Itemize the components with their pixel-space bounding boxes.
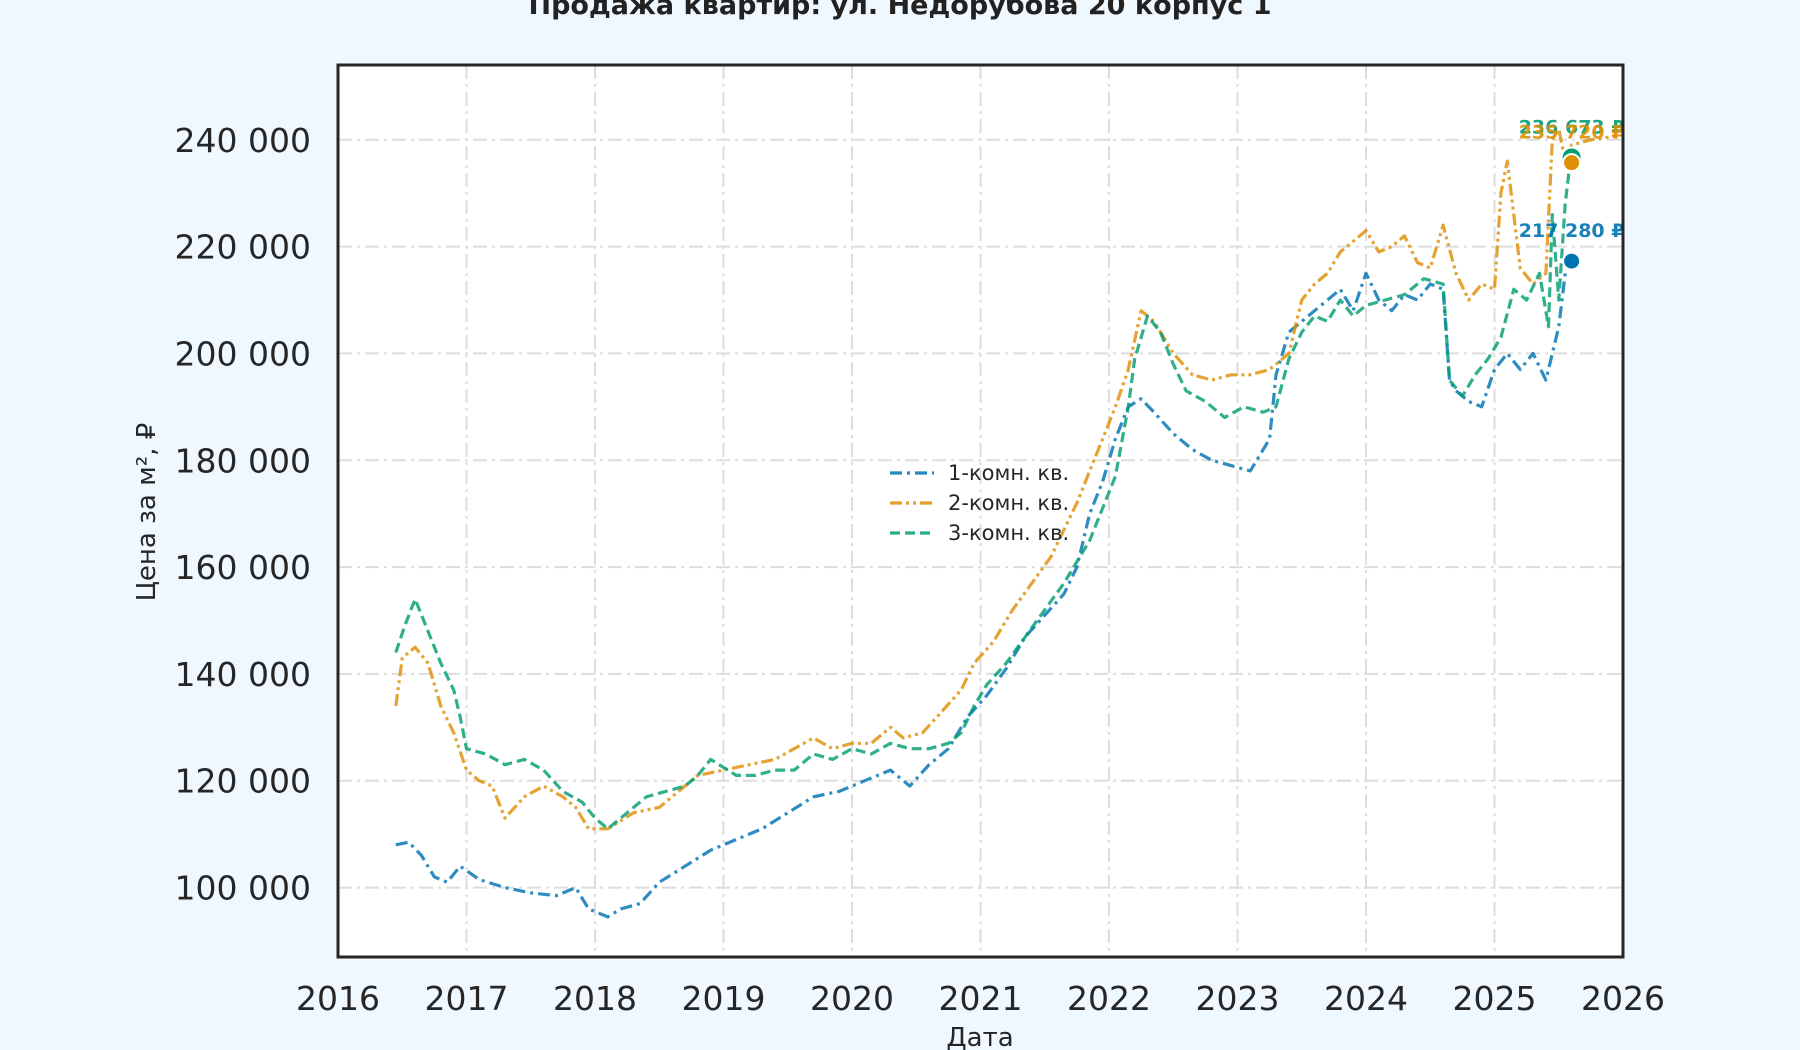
endpoint-marker xyxy=(1562,251,1582,271)
legend-label: 3-комн. кв. xyxy=(948,521,1069,545)
y-tick-label: 180 000 xyxy=(175,441,311,480)
y-axis-label: Цена за м², ₽ xyxy=(132,423,162,602)
chart-title: Продажа квартир: ул. Недорубова 20 корпу… xyxy=(529,0,1272,21)
endpoint-value-label: 236 673 ₽ xyxy=(1519,117,1625,139)
y-axis-ticks: 100 000 120 000 140 000 160 000 180 000 200 0… xyxy=(175,121,311,908)
series-lines xyxy=(394,127,1617,919)
x-tick-label: 2024 xyxy=(1324,979,1408,1018)
series-line-2 xyxy=(394,127,1617,831)
x-tick-label: 2018 xyxy=(553,979,637,1018)
x-tick-label: 2023 xyxy=(1196,979,1280,1018)
x-axis-ticks: 2016 2017 2018 2019 2020 2021 2022 2023 2024 2025… xyxy=(296,979,1665,1018)
y-tick-label: 160 000 xyxy=(175,548,311,587)
annotations: 236 673 ₽235 720 ₽ 217 280 ₽ xyxy=(1519,117,1625,271)
y-tick-label: 240 000 xyxy=(175,121,311,160)
x-tick-label: 2019 xyxy=(682,979,766,1018)
y-tick-label: 120 000 xyxy=(175,762,311,801)
legend-label: 2-комн. кв. xyxy=(948,491,1069,515)
x-tick-label: 2016 xyxy=(296,979,380,1018)
x-tick-label: 2021 xyxy=(939,979,1023,1018)
y-tick-label: 200 000 xyxy=(175,334,311,373)
y-tick-label: 220 000 xyxy=(175,228,311,267)
endpoint-marker xyxy=(1562,153,1582,173)
plot-frame xyxy=(336,63,1625,959)
x-tick-label: 2025 xyxy=(1453,979,1537,1018)
legend: 1-комн. кв. 2-комн. кв. 3-комн. кв. xyxy=(890,461,1069,545)
endpoint-value-label: 235 720 ₽ xyxy=(1519,122,1625,144)
legend-label: 1-комн. кв. xyxy=(948,461,1069,485)
x-axis-label: Дата xyxy=(946,1023,1013,1050)
y-tick-label: 100 000 xyxy=(175,869,311,908)
endpoint-value-label: 217 280 ₽ xyxy=(1519,220,1625,242)
x-tick-label: 2026 xyxy=(1581,979,1665,1018)
x-tick-label: 2020 xyxy=(810,979,894,1018)
series-line-1 xyxy=(395,260,1574,919)
x-tick-label: 2022 xyxy=(1067,979,1151,1018)
y-tick-label: 140 000 xyxy=(175,655,311,694)
x-tick-label: 2017 xyxy=(425,979,509,1018)
